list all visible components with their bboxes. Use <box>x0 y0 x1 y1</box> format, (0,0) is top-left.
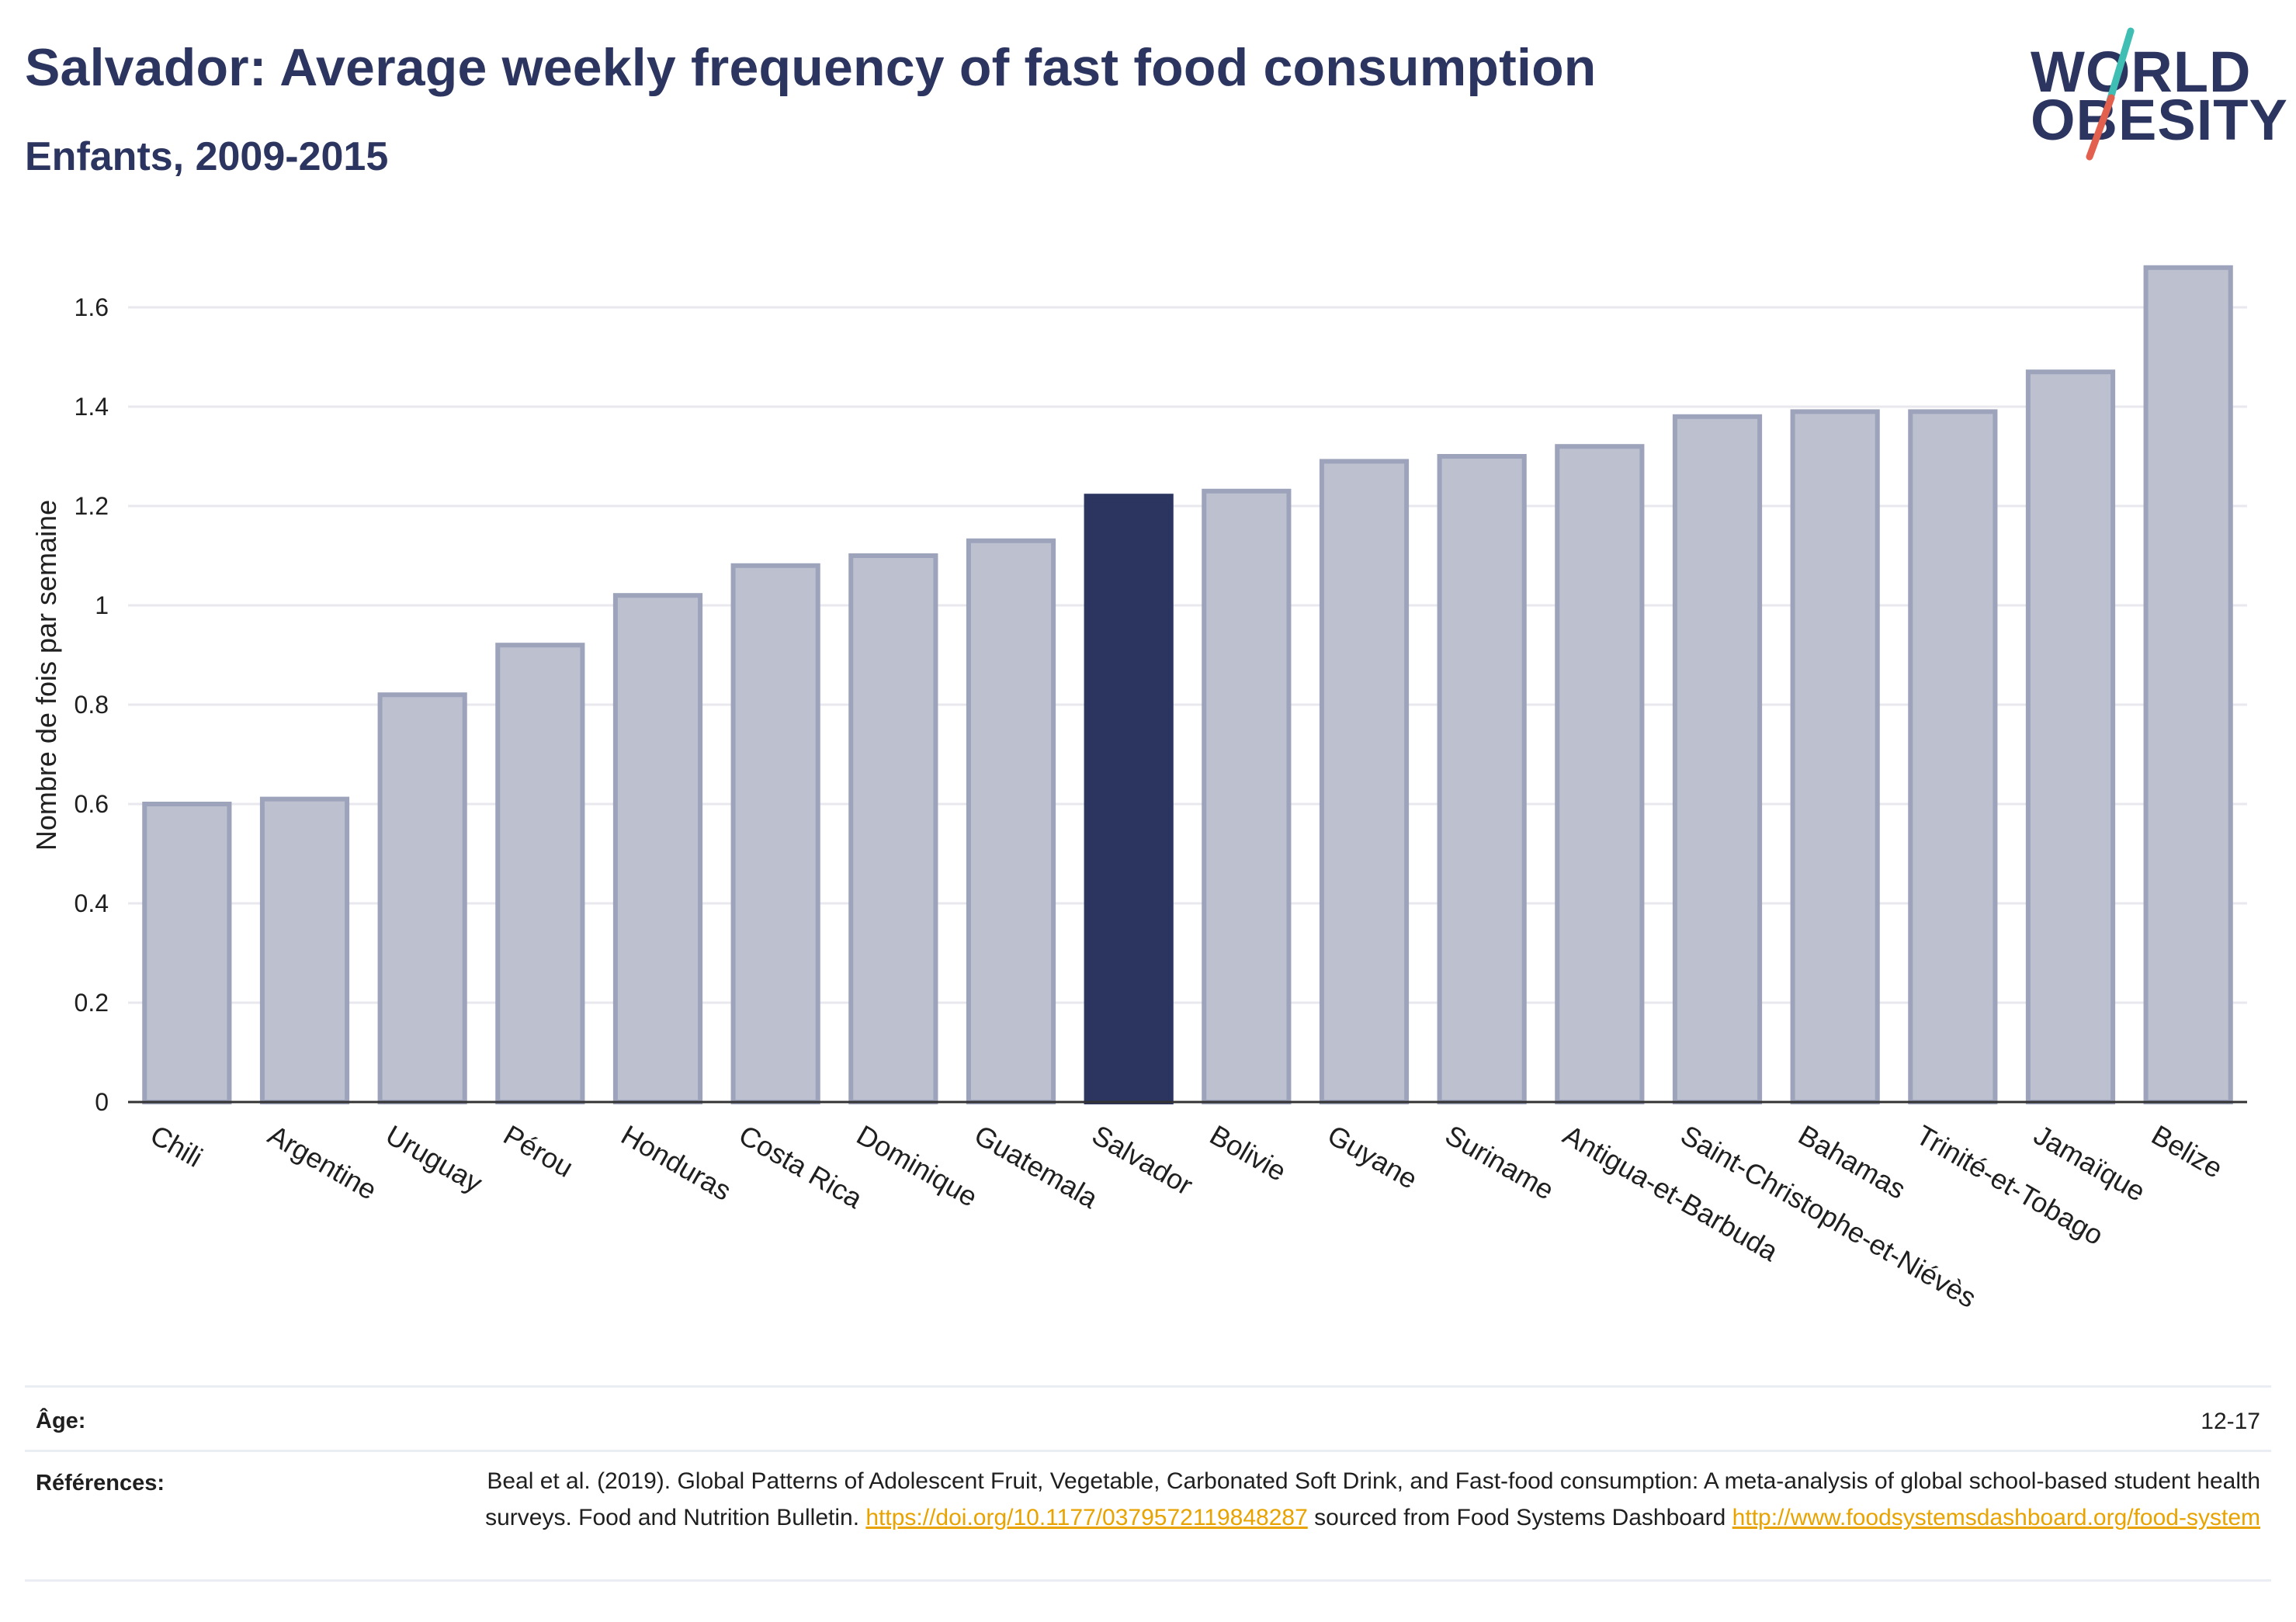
y-tick-label: 1.4 <box>75 393 109 421</box>
doi-link[interactable]: https://doi.org/10.1177/0379572119848287 <box>865 1505 1308 1530</box>
footer-divider <box>25 1450 2271 1452</box>
x-tick-label: Costa Rica <box>734 1118 869 1215</box>
references-label: Références: <box>36 1471 165 1495</box>
age-value: 12-17 <box>2201 1409 2260 1434</box>
chart-subtitle: Enfants, 2009-2015 <box>25 134 389 179</box>
y-tick-label: 1.6 <box>75 293 109 321</box>
world-obesity-logo: WORLD OBESITY <box>2018 23 2287 163</box>
x-tick-label: Belize <box>2146 1118 2228 1184</box>
x-tick-label: Salvador <box>1087 1118 1198 1201</box>
chart-title: Salvador: Average weekly frequency of fa… <box>25 38 1597 97</box>
x-tick-label: Argentine <box>263 1118 383 1206</box>
y-tick-label: 0.4 <box>75 889 109 917</box>
bar-chart: 0 0.2 0.4 0.6 0.8 1 1.2 1.4 1.6 Nombre de fois pa… <box>30 265 2247 1314</box>
y-tick-label: 0.2 <box>75 989 109 1017</box>
x-tick-label: Guatemala <box>969 1118 1105 1215</box>
bar <box>1319 459 1410 1104</box>
bar <box>259 796 350 1104</box>
y-tick-label: 0 <box>95 1088 109 1116</box>
bar-highlighted <box>1084 494 1174 1104</box>
x-tick-label: Honduras <box>616 1118 737 1207</box>
bar <box>1437 454 1527 1104</box>
x-tick-label: Chili <box>145 1118 208 1173</box>
y-axis-label: Nombre de fois par semaine <box>30 500 62 851</box>
logo-line-2: OBESITY <box>2031 88 2288 152</box>
y-tick-label: 0.8 <box>75 691 109 719</box>
x-tick-label: Uruguay <box>380 1118 487 1199</box>
y-tick-label: 1.2 <box>75 492 109 520</box>
bar <box>495 643 585 1104</box>
logo-line-1: WORLD <box>2031 40 2252 104</box>
references-text: Beal et al. (2019). Global Patterns of A… <box>475 1463 2260 1536</box>
bar <box>1672 414 1763 1104</box>
bar <box>966 538 1056 1104</box>
bar <box>142 802 232 1104</box>
bar <box>1790 409 1880 1104</box>
bar <box>612 593 703 1104</box>
x-tick-label: Dominique <box>851 1118 983 1213</box>
dashboard-link[interactable]: http://www.foodsystemsdashboard.org/food… <box>1732 1505 2260 1530</box>
bar <box>2143 265 2233 1104</box>
bar <box>2025 369 2116 1104</box>
y-tick-label: 0.6 <box>75 790 109 818</box>
bar <box>1908 409 1998 1104</box>
references-citation: Beal et al. (2019). Global Patterns of A… <box>485 1468 2260 1530</box>
bar <box>1202 488 1292 1104</box>
x-tick-label: Pérou <box>498 1118 579 1184</box>
bar <box>848 553 938 1104</box>
x-tick-label: Antigua-et-Barbuda <box>1558 1118 1784 1267</box>
bar <box>377 692 467 1104</box>
y-tick-label: 1 <box>95 591 109 619</box>
references-source: sourced from Food Systems Dashboard <box>1307 1505 1732 1530</box>
footer-divider <box>25 1385 2271 1388</box>
bar <box>730 563 820 1104</box>
footer-divider <box>25 1579 2271 1582</box>
logo-slash-icon <box>2086 27 2135 161</box>
x-tick-label: Bolivie <box>1205 1118 1292 1187</box>
bar <box>1555 444 1645 1104</box>
age-label: Âge: <box>36 1409 86 1433</box>
x-tick-label: Guyane <box>1323 1118 1424 1195</box>
x-tick-label: Suriname <box>1440 1118 1559 1206</box>
